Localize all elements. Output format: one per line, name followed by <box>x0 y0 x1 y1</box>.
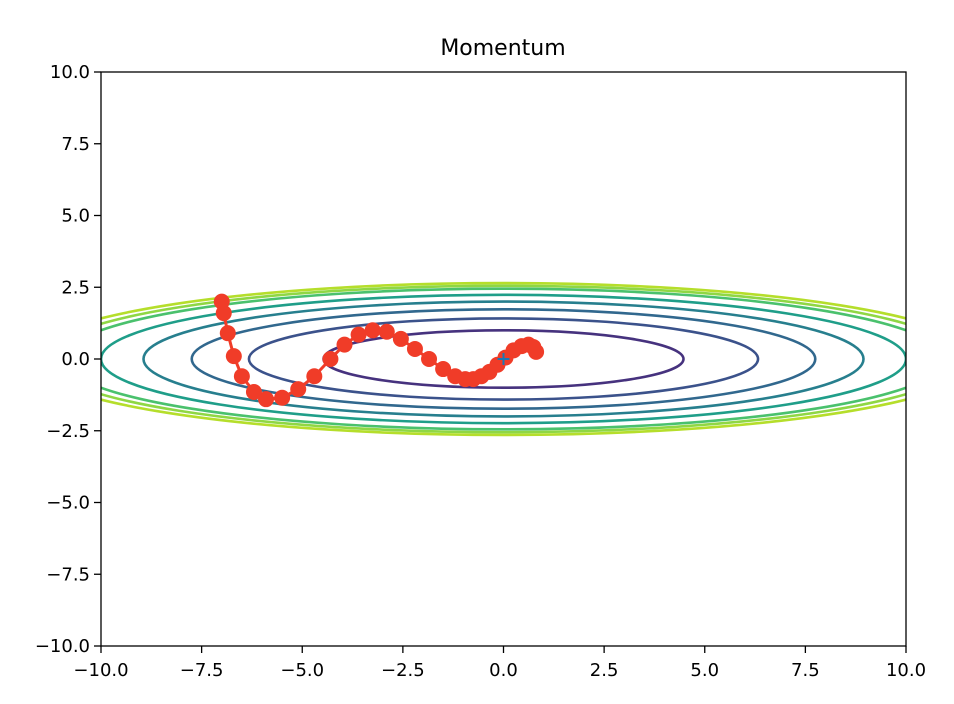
x-tick-label: −7.5 <box>180 660 224 681</box>
series-point <box>392 330 409 347</box>
series-point <box>290 381 307 398</box>
series-point <box>225 348 242 365</box>
series-point <box>406 340 423 357</box>
series-point <box>258 391 275 408</box>
y-tick-label: 0.0 <box>61 349 90 370</box>
y-tick-label: −5.0 <box>46 493 90 514</box>
series-point <box>350 326 367 343</box>
x-tick-label: 7.5 <box>791 660 820 681</box>
series-point <box>421 351 438 367</box>
x-tick-label: −10.0 <box>73 660 128 681</box>
minimum-marker <box>497 353 510 365</box>
contour-level-4 <box>101 293 906 425</box>
contour-level-2 <box>190 307 817 411</box>
x-tick-label: −5.0 <box>280 660 324 681</box>
series-point <box>322 351 339 367</box>
y-tick-label: −7.5 <box>46 564 90 585</box>
y-axis-ticks: 10.0 7.5 5.0 2.5 0.0 −2.5 −5.0 −7.5 −10.0 <box>35 62 101 657</box>
contour-level-6 <box>101 284 906 434</box>
series-point <box>336 336 353 353</box>
x-tick-label: −2.5 <box>381 660 425 681</box>
x-tick-label: 2.5 <box>590 660 619 681</box>
y-tick-label: −2.5 <box>46 421 90 442</box>
series-point <box>435 361 452 378</box>
series-point <box>364 322 381 339</box>
optimizer-path <box>213 293 545 408</box>
series-point <box>245 384 262 401</box>
chart-title: Momentum <box>440 36 565 61</box>
y-tick-label: 2.5 <box>61 277 90 298</box>
series-point <box>528 343 545 360</box>
contour-level-1 <box>247 317 760 401</box>
contour-lines <box>101 281 906 437</box>
series-point <box>233 368 250 385</box>
series-point <box>219 325 236 342</box>
contour-level-7 <box>101 281 906 437</box>
y-tick-label: 5.0 <box>61 206 90 227</box>
y-tick-label: −10.0 <box>35 636 90 657</box>
x-tick-label: 0.0 <box>489 660 518 681</box>
series-point <box>274 389 291 406</box>
series-point <box>306 368 323 385</box>
x-tick-label: 5.0 <box>690 660 719 681</box>
y-tick-label: 10.0 <box>50 62 90 83</box>
contour-level-3 <box>142 300 865 418</box>
series-point <box>378 323 395 340</box>
contour-level-5 <box>101 287 906 431</box>
x-axis-ticks: −10.0 −7.5 −5.0 −2.5 0.0 2.5 5.0 7.5 10.0 <box>73 646 926 681</box>
x-tick-label: 10.0 <box>886 660 926 681</box>
y-tick-label: 7.5 <box>61 134 90 155</box>
series-point <box>215 305 232 322</box>
